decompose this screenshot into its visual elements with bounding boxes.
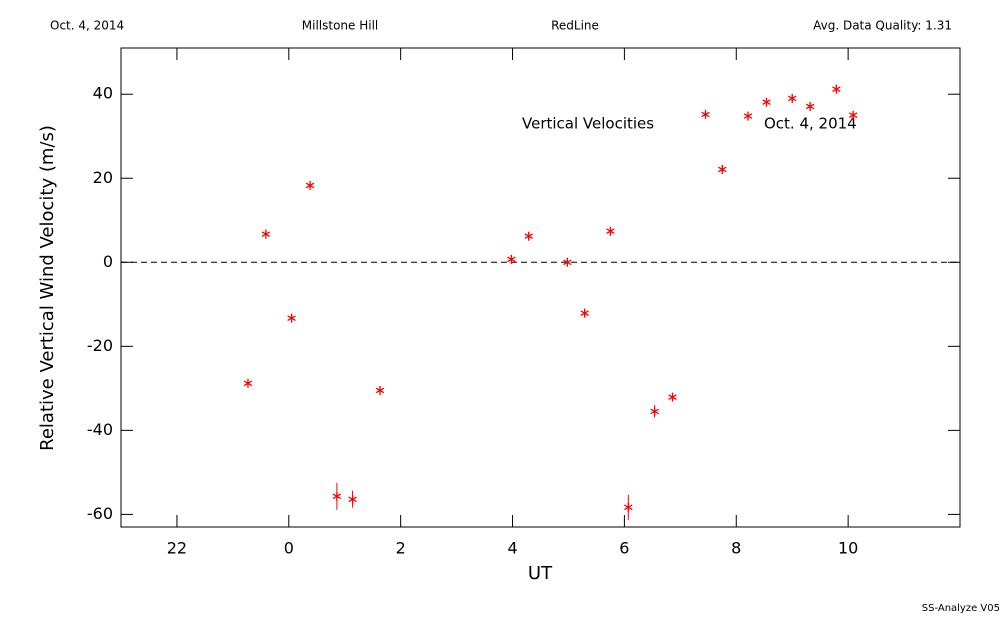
data-point (743, 111, 753, 121)
data-point (606, 226, 615, 236)
y-tick-label: -20 (87, 336, 113, 355)
data-point (332, 491, 342, 501)
data-point (348, 494, 357, 504)
data-point (375, 385, 385, 395)
data-point (243, 378, 253, 388)
y-tick-label: 0 (103, 252, 113, 271)
data-point (787, 93, 797, 103)
data-point (524, 231, 533, 241)
x-tick-label: 8 (731, 539, 741, 558)
footer: SS-Analyze V05 (922, 603, 1000, 614)
header-instrument: RedLine (551, 19, 599, 33)
data-point (718, 164, 727, 174)
annotation: Oct. 4, 2014 (764, 115, 857, 133)
x-tick-label: 10 (838, 539, 858, 558)
y-tick-label: -40 (87, 420, 113, 439)
data-point (624, 502, 633, 512)
data-point (580, 308, 589, 318)
annotation: Vertical Velocities (522, 115, 654, 133)
data-point (762, 97, 771, 107)
y-tick-label: 20 (93, 168, 113, 187)
x-tick-label: 22 (167, 539, 187, 558)
header-quality: Avg. Data Quality: 1.31 (813, 19, 952, 33)
plot-frame (120, 47, 961, 528)
data-point (650, 406, 659, 416)
data-point (563, 257, 572, 267)
data-point (668, 392, 677, 402)
data-point (287, 313, 296, 323)
data-point (305, 180, 315, 190)
header-site: Millstone Hill (302, 19, 378, 33)
data-point (261, 229, 271, 239)
x-tick-label: 2 (396, 539, 406, 558)
y-axis-label: Relative Vertical Wind Velocity (m/s) (37, 125, 58, 451)
data-point (507, 254, 516, 264)
header-date: Oct. 4, 2014 (50, 19, 124, 33)
x-tick-label: 6 (619, 539, 629, 558)
data-point (848, 110, 858, 120)
x-axis-label: UT (528, 563, 553, 584)
y-tick-label: 40 (93, 84, 113, 103)
x-tick-label: 0 (284, 539, 294, 558)
y-tick-label: -60 (87, 504, 113, 523)
data-point (701, 109, 710, 119)
data-point (805, 101, 815, 111)
x-tick-label: 4 (507, 539, 517, 558)
data-point (832, 84, 841, 94)
